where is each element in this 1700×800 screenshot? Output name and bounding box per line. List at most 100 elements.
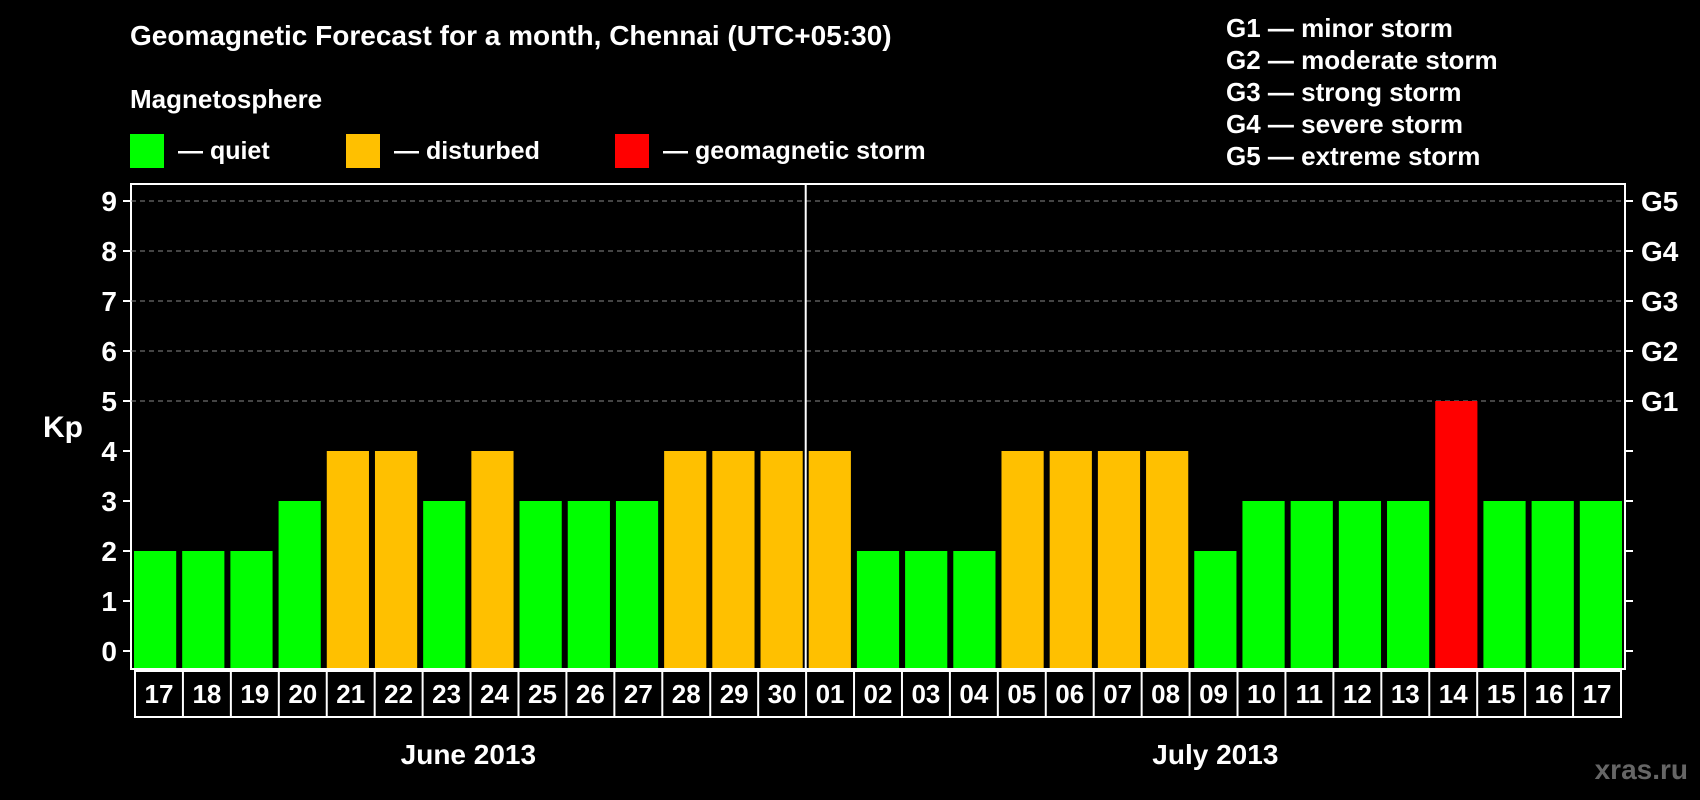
x-tick-label-8: 24 (480, 679, 509, 709)
bar-day-9 (519, 501, 562, 668)
bar-day-29 (1483, 501, 1526, 668)
x-tick-label-18: 04 (959, 679, 988, 709)
date-row-frame (134, 670, 1622, 718)
y-tick-label-2: 2 (101, 536, 117, 567)
x-tick-label-2: 18 (192, 679, 221, 709)
x-tick-label-17: 03 (911, 679, 940, 709)
legend-quiet-label: — quiet (178, 136, 270, 165)
storm-scale-g2: G2 — moderate storm (1226, 45, 1498, 75)
x-tick-label-12: 28 (672, 679, 701, 709)
x-tick-label-6: 22 (384, 679, 413, 709)
bar-day-26 (1338, 501, 1382, 668)
legend-quiet: — quiet (130, 134, 270, 168)
y-tick-label-3: 3 (101, 486, 117, 517)
bar-day-2 (182, 551, 225, 668)
x-tick-label-21: 07 (1103, 679, 1132, 709)
bar-day-7 (423, 501, 466, 668)
bar-day-11 (615, 501, 659, 668)
x-tick-label-4: 20 (288, 679, 317, 709)
x-tick-label-9: 25 (528, 679, 557, 709)
x-tick-label-19: 05 (1007, 679, 1036, 709)
bar-day-3 (230, 551, 273, 668)
legend-quiet-swatch (130, 134, 164, 168)
g-scale-label-G1: G1 (1641, 386, 1678, 417)
storm-scale-g1: G1 — minor storm (1226, 13, 1453, 43)
plot-frame (130, 183, 1626, 670)
bar-day-27 (1387, 501, 1430, 668)
bar-day-10 (567, 501, 610, 668)
bar-day-13 (712, 451, 755, 668)
watermark: xras.ru (1594, 754, 1688, 785)
storm-scale-legend: G1 — minor storm G2 — moderate storm G3 … (1226, 12, 1498, 172)
bar-day-22 (1146, 451, 1189, 668)
y-tick-label-0: 0 (101, 636, 117, 667)
x-tick-label-31: 17 (1583, 679, 1612, 709)
bar-day-21 (1097, 451, 1141, 668)
magnetosphere-legend-title: Magnetosphere (130, 84, 323, 114)
bar-day-19 (1001, 451, 1044, 668)
y-tick-label-7: 7 (101, 286, 117, 317)
legend-disturbed: — disturbed (346, 134, 540, 168)
bar-day-23 (1194, 551, 1237, 668)
legend-disturbed-label: — disturbed (394, 136, 540, 165)
storm-scale-g3: G3 — strong storm (1226, 77, 1462, 107)
chart-title: Geomagnetic Forecast for a month, Chenna… (130, 20, 892, 51)
y-tick-label-4: 4 (101, 436, 117, 467)
x-tick-label-30: 16 (1535, 679, 1564, 709)
x-tick-label-11: 27 (624, 679, 653, 709)
bar-day-15 (808, 451, 851, 668)
x-tick-label-24: 10 (1247, 679, 1276, 709)
bar-day-1 (134, 551, 177, 668)
x-tick-label-10: 26 (576, 679, 605, 709)
legend-disturbed-swatch (346, 134, 380, 168)
x-tick-label-27: 13 (1391, 679, 1420, 709)
legend-storm-label: — geomagnetic storm (663, 136, 926, 165)
bar-day-14 (760, 451, 803, 668)
month-label-2: July 2013 (1152, 739, 1278, 770)
bar-day-5 (326, 451, 369, 668)
y-tick-label-6: 6 (101, 336, 117, 367)
g-scale-label-G2: G2 (1641, 336, 1678, 367)
bar-day-8 (471, 451, 514, 668)
legend-storm: — geomagnetic storm (615, 134, 926, 168)
x-tick-label-16: 02 (864, 679, 893, 709)
bar-day-31 (1579, 501, 1622, 668)
g-scale-label-G4: G4 (1641, 236, 1679, 267)
bar-day-30 (1531, 501, 1574, 668)
bar-day-6 (374, 451, 418, 668)
x-tick-label-14: 30 (768, 679, 797, 709)
bar-day-12 (664, 451, 707, 668)
y-tick-label-8: 8 (101, 236, 117, 267)
x-tick-label-23: 09 (1199, 679, 1228, 709)
y-tick-label-5: 5 (101, 386, 117, 417)
bar-day-17 (905, 551, 948, 668)
storm-scale-g5: G5 — extreme storm (1226, 141, 1481, 171)
month-label-1: June 2013 (401, 739, 536, 770)
x-tick-label-29: 15 (1487, 679, 1516, 709)
x-tick-label-28: 14 (1439, 679, 1468, 709)
bar-day-25 (1290, 501, 1333, 668)
bar-day-24 (1242, 501, 1285, 668)
bar-day-20 (1049, 451, 1092, 668)
x-tick-label-25: 11 (1296, 679, 1324, 709)
x-tick-label-3: 19 (240, 679, 269, 709)
g-scale-label-G5: G5 (1641, 186, 1678, 217)
y-tick-label-9: 9 (101, 186, 117, 217)
y-axis-label: Kp (43, 411, 83, 444)
x-tick-label-7: 23 (432, 679, 461, 709)
bar-day-16 (856, 551, 900, 668)
y-tick-label-1: 1 (101, 586, 117, 617)
x-tick-label-13: 29 (720, 679, 749, 709)
x-tick-label-15: 01 (816, 679, 845, 709)
x-tick-label-22: 08 (1151, 679, 1180, 709)
x-tick-label-26: 12 (1343, 679, 1372, 709)
x-tick-label-1: 17 (145, 679, 174, 709)
x-tick-label-20: 06 (1055, 679, 1084, 709)
legend-storm-swatch (615, 134, 649, 168)
bar-day-4 (278, 501, 321, 668)
bar-day-28 (1435, 401, 1478, 668)
bar-day-18 (953, 551, 996, 668)
x-tick-label-5: 21 (336, 679, 365, 709)
storm-scale-g4: G4 — severe storm (1226, 109, 1464, 139)
